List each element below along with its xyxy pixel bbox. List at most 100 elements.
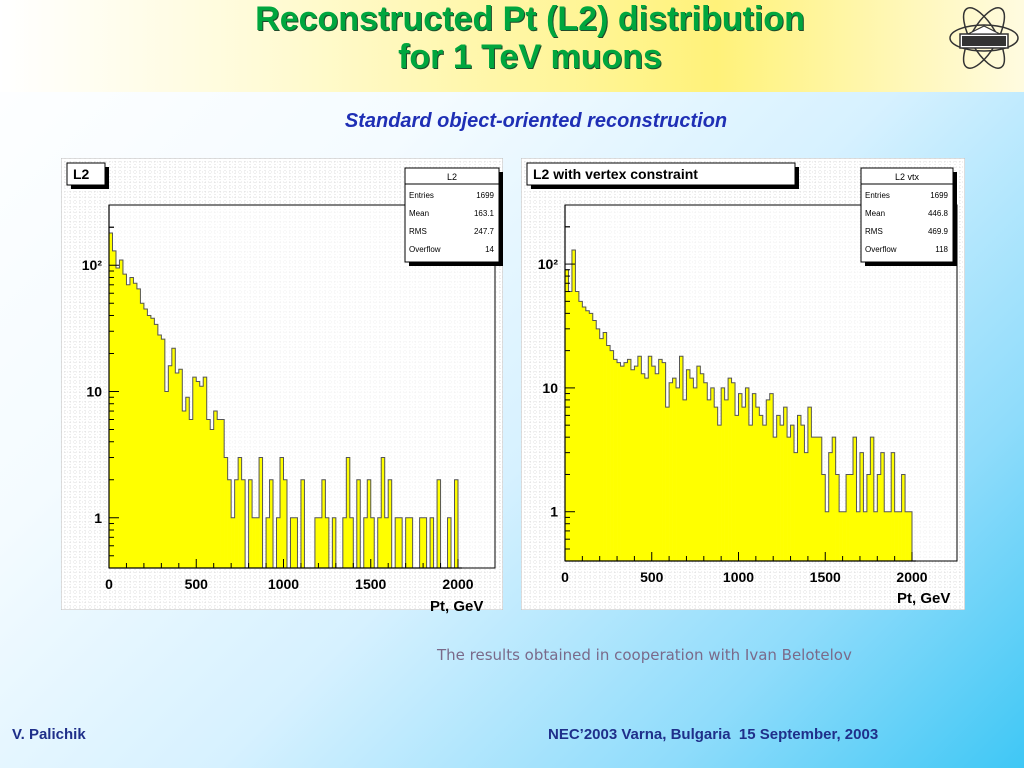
x-tick-label: 0 [561,569,569,585]
histogram-bar [745,387,750,561]
slide-title: Reconstructed Pt (L2) distribution for 1… [0,0,1024,76]
title-line-1: Reconstructed Pt (L2) distribution [255,0,805,38]
histogram-bar [776,415,781,561]
y-tick-label: 10² [82,257,103,273]
histogram-bar [617,362,621,561]
x-axis-label-right: Pt, GeV [897,590,951,607]
x-tick-label: 0 [105,576,113,592]
title-band [0,0,1024,92]
histogram-bar [318,517,323,568]
histogram-bar [717,425,722,561]
histogram-bar [255,517,260,568]
histogram-bar [603,332,607,561]
x-tick-label: 1000 [268,576,299,592]
histogram-bar [150,318,155,568]
histogram-title: L2 with vertex constraint [533,166,698,182]
histogram-bar [748,425,753,561]
histogram-bar [115,268,120,568]
histogram-bar [119,260,124,568]
histogram-bar [122,274,127,568]
histogram-bar [129,277,134,568]
histogram-bar [842,511,847,561]
y-tick-label: 1 [550,504,558,520]
histogram-bar [276,517,281,568]
histogram-bar [164,391,169,568]
stats-value: 1699 [476,191,494,200]
histogram-bar [346,457,351,568]
histogram-bar [648,356,653,561]
subtitle: Standard object-oriented reconstruction [344,110,728,132]
histogram-bar [655,373,659,561]
histogram-bar [266,517,270,568]
histogram-bar [721,387,725,561]
histogram-bar [634,366,639,561]
histogram-bar [804,452,809,561]
histogram-bar [682,399,687,561]
histogram-bar [870,437,875,561]
histogram-bar [136,288,141,568]
histogram-bar [596,328,600,561]
histogram-bar [759,415,764,561]
histogram-bar [696,366,701,561]
x-tick-label: 1000 [723,569,754,585]
histogram-bar [835,474,840,561]
title-box [526,162,796,186]
histogram-bar [321,479,326,568]
histogram-bar [665,407,670,561]
histogram-bar [658,359,663,561]
histogram-bar [894,511,899,561]
histogram-bar [213,411,218,568]
histogram-bar [398,517,403,568]
histogram-bar [182,411,187,568]
histogram-bar [203,377,208,568]
histogram-bar [846,474,850,561]
x-tick-label: 1500 [810,569,841,585]
histogram-bar [290,517,295,568]
histogram-bar [689,378,694,561]
histogram-bar [575,291,580,561]
cooperation-note: The results obtained in cooperation with… [437,646,852,664]
histogram-bar [832,437,836,561]
histogram-bar [825,511,830,561]
histogram-bar [901,474,906,561]
histogram-bar [908,511,913,561]
histogram-bar [818,437,823,561]
histogram-bar [693,387,698,561]
institute-logo [949,7,1019,69]
histogram-bar [780,425,784,561]
histogram-bar [332,517,337,568]
histogram-bar [217,419,221,568]
histogram-bar [395,517,399,568]
histogram-bar [143,309,148,568]
histogram-bar [192,377,197,568]
histogram-bar [423,517,427,568]
stats-label: RMS [409,227,427,236]
x-tick-label: 1500 [355,576,386,592]
histogram-bar [189,419,194,568]
histogram-bar [627,359,632,561]
histogram-bar [905,511,909,561]
histogram-bar [356,479,361,568]
histogram-bar [430,517,434,568]
histogram-bar [714,407,718,561]
histogram-bar [797,415,802,561]
x-tick-label: 2000 [896,569,927,585]
histogram-bar [599,338,604,561]
stats-label: Entries [865,191,890,200]
histogram-bar [248,479,253,568]
stats-value: 469.9 [928,227,949,236]
histogram-bar [238,457,242,568]
histogram-bar [620,366,625,561]
histogram-bar [234,479,239,568]
histogram-bar [377,517,382,568]
histogram-bar [206,419,211,568]
histogram-bar [637,356,642,561]
title-box [66,162,106,186]
histogram-bar [126,284,131,568]
stats-label: RMS [865,227,883,236]
histogram-bar [641,373,646,561]
histogram-bar [133,283,138,568]
stats-title: L2 vtx [895,172,920,182]
histogram-bar [454,479,459,568]
histogram-bar [259,457,263,568]
